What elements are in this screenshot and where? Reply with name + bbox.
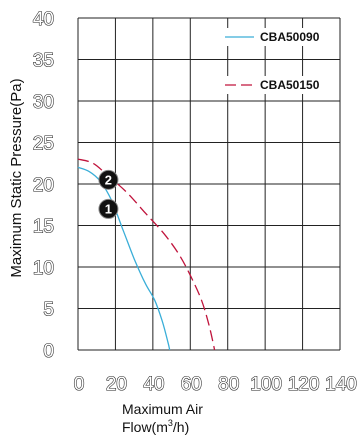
- y-tick-label: 15: [33, 217, 54, 238]
- x-tick-label: 100: [250, 374, 282, 395]
- legend-label: CBA50090: [260, 30, 320, 44]
- y-tick-label: 35: [33, 51, 54, 72]
- y-tick-label: 10: [33, 258, 54, 279]
- legend-entry-background: [221, 76, 338, 94]
- x-tick-label: 20: [106, 374, 127, 395]
- series-line-cba50150: [77, 158, 216, 351]
- x-axis-label-prefix: Flow(m: [122, 419, 168, 435]
- x-tick-label: 0: [74, 374, 85, 395]
- x-tick-label: 40: [143, 374, 164, 395]
- x-axis-label-suffix: /h): [173, 419, 189, 435]
- curve-marker-label: 2: [105, 172, 112, 187]
- curve-marker-2: [98, 169, 119, 190]
- curve-marker-1: [98, 198, 119, 219]
- y-tick-labels: 0 5 10 15 20 25 30 35 40: [32, 8, 54, 362]
- x-axis-label-line2: Flow(m3/h): [122, 418, 189, 435]
- x-tick-labels: 0 20 40 60 80 100 120 140: [73, 373, 357, 395]
- x-tick-label: 140: [325, 374, 357, 395]
- y-tick-label: 25: [33, 134, 54, 155]
- y-tick-label: 5: [43, 300, 54, 321]
- y-tick-label: 20: [33, 175, 54, 196]
- y-tick-label: 40: [33, 9, 54, 30]
- curve-marker-label: 1: [105, 201, 112, 216]
- curve-markers: 21: [98, 169, 119, 219]
- x-tick-label: 120: [288, 374, 320, 395]
- legend: CBA50090 CBA50150: [221, 28, 338, 94]
- x-tick-label: 80: [218, 374, 239, 395]
- y-tick-label: 0: [43, 341, 54, 362]
- x-tick-label: 60: [181, 374, 202, 395]
- series-curves: [77, 158, 216, 351]
- y-axis-label: Maximum Static Pressure(Pa): [8, 78, 25, 277]
- legend-label: CBA50150: [260, 78, 320, 92]
- series-line-cba50090: [77, 166, 171, 351]
- y-tick-label: 30: [33, 92, 54, 113]
- legend-entry-background: [221, 28, 338, 46]
- x-axis-label-superscript: 3: [168, 418, 173, 428]
- x-axis-label-line1: Maximum Air: [122, 401, 203, 417]
